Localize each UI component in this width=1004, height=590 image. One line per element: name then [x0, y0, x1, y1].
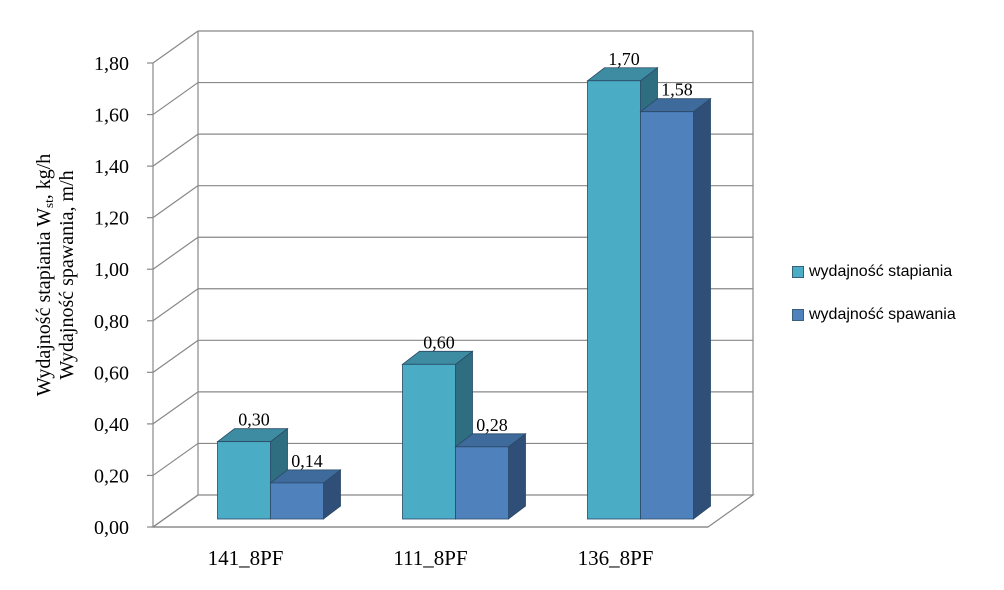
data-label-spawania-111_8PF: 0,28 — [476, 415, 508, 435]
y-axis-title: Wydajność stapiania Wst, kg/h Wydajność … — [33, 154, 78, 397]
y-tick-label: 0,40 — [94, 414, 129, 436]
y-axis-title-line2: Wydajność spawania, m/h — [56, 170, 78, 379]
y-tick-label: 1,60 — [94, 105, 129, 127]
data-label-spawania-136_8PF: 1,58 — [661, 80, 693, 100]
bar-side — [508, 433, 526, 520]
axes: 0,00 0,20 0,40 0,60 0,80 1,00 1,20 1,40 1,60 1,80 — [94, 53, 708, 539]
y-tick-label: 1,00 — [94, 259, 129, 281]
y-tick-label: 1,20 — [94, 208, 129, 230]
bar-front — [217, 441, 271, 520]
gridline-diagonal — [152, 185, 199, 219]
gridline-diagonal — [152, 82, 199, 116]
bar-front — [587, 80, 641, 520]
bar-front — [640, 111, 694, 520]
legend: wydajność stapiania wydajność spawania — [792, 262, 956, 348]
gridline-diagonal — [152, 133, 199, 167]
x-tick-label-136_8PF: 136_8PF — [578, 546, 654, 570]
bar-spawania-136_8PF — [639, 97, 712, 520]
data-label-stapiania-141_8PF: 0,30 — [238, 410, 270, 430]
gridline-diagonal — [152, 30, 199, 64]
legend-swatch-stapiania — [792, 266, 804, 278]
legend-label-spawania: wydajność spawania — [809, 306, 956, 323]
y-axis-title-line1: Wydajność stapiania Wst, kg/h — [33, 154, 56, 397]
x-tick-label-111_8PF: 111_8PF — [393, 546, 467, 570]
y-tick-label: 1,40 — [94, 156, 129, 178]
y-tick-label: 0,60 — [94, 362, 129, 384]
data-label-stapiania-111_8PF: 0,60 — [423, 332, 455, 352]
gridline-diagonal — [152, 288, 199, 322]
legend-item-spawania: wydajność spawania — [792, 305, 956, 325]
y-tick-label: 0,00 — [94, 517, 129, 539]
y-tick-label: 1,80 — [94, 53, 129, 75]
bar-spawania-141_8PF — [269, 469, 342, 520]
bar-front — [455, 446, 509, 520]
data-label-spawania-141_8PF: 0,14 — [291, 451, 323, 471]
legend-label-stapiania: wydajność stapiania — [809, 263, 953, 280]
y-tick-label: 0,80 — [94, 311, 129, 333]
bars — [216, 66, 712, 520]
bar-side — [693, 97, 711, 520]
gridline-diagonal — [152, 236, 199, 270]
bar-spawania-111_8PF — [454, 433, 527, 520]
bar-front — [270, 482, 324, 520]
gridline-diagonal — [152, 442, 199, 476]
gridline-diagonal — [152, 339, 199, 373]
bar-front — [402, 363, 456, 520]
data-label-stapiania-136_8PF: 1,70 — [608, 49, 640, 69]
gridline-diagonal — [152, 391, 199, 425]
legend-swatch-spawania — [792, 309, 804, 321]
legend-item-stapiania: wydajność stapiania — [792, 262, 956, 282]
labels: 0,30 0,14 141_8PF 0,60 0,28 111_8PF 1,70 1,58 13… — [208, 49, 693, 570]
x-tick-label-141_8PF: 141_8PF — [208, 546, 284, 570]
y-tick-label: 0,20 — [94, 465, 129, 487]
